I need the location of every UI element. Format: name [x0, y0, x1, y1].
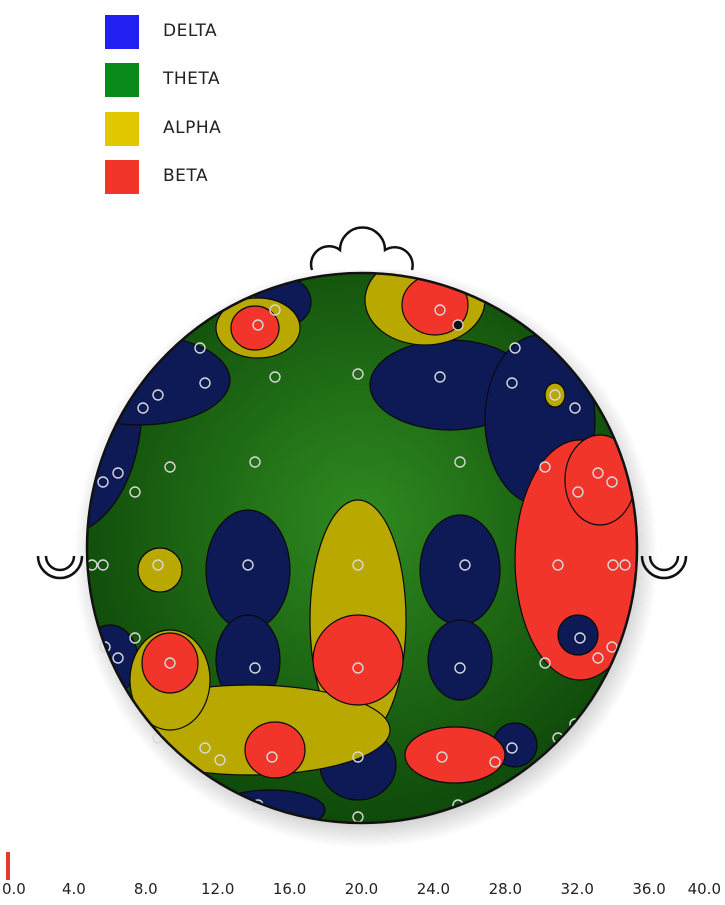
legend-label-delta: DELTA — [163, 21, 218, 41]
electrode — [569, 402, 581, 414]
region-beta — [230, 305, 280, 351]
scale-tick-label: 32.0 — [560, 880, 594, 898]
electrode — [506, 377, 518, 389]
electrode — [352, 559, 364, 571]
electrode — [552, 559, 564, 571]
region-delta — [427, 619, 493, 701]
region-delta — [557, 614, 599, 656]
scale-tick-label: 20.0 — [344, 880, 379, 898]
electrode — [436, 751, 448, 763]
electrode — [269, 304, 281, 316]
electrode — [199, 377, 211, 389]
electrode — [574, 632, 586, 644]
electrode — [97, 559, 109, 571]
electrode — [266, 751, 278, 763]
electrode — [214, 754, 226, 766]
legend-item-beta: BETA — [105, 160, 365, 200]
legend-swatch-beta — [105, 160, 139, 194]
electrode — [434, 304, 446, 316]
legend-swatch-alpha — [105, 112, 139, 146]
region-beta — [141, 632, 199, 694]
electrode — [607, 559, 619, 571]
electrode — [352, 662, 364, 674]
electrode — [569, 718, 581, 730]
electrode — [454, 662, 466, 674]
electrode — [249, 662, 261, 674]
electrode — [572, 486, 584, 498]
electrode — [434, 371, 446, 383]
scale-marker — [6, 852, 10, 880]
legend-item-delta: DELTA — [105, 15, 365, 55]
electrode — [152, 389, 164, 401]
electrode — [454, 456, 466, 468]
left-ear-icon — [36, 555, 84, 580]
region-beta — [244, 721, 306, 779]
electrode — [129, 632, 141, 644]
electrode — [164, 657, 176, 669]
scale-tick-label: 40.0 — [687, 880, 721, 898]
electrode — [459, 559, 471, 571]
electrode — [592, 652, 604, 664]
electrode — [242, 559, 254, 571]
scale-tick-label: 28.0 — [488, 880, 522, 898]
electrode — [549, 389, 561, 401]
scale-tick-label: 12.0 — [200, 880, 235, 898]
head-outline — [85, 271, 639, 825]
electrode — [489, 756, 501, 768]
electrode — [539, 657, 551, 669]
legend-label-alpha: ALPHA — [163, 118, 222, 138]
electrode — [352, 368, 364, 380]
electrode — [539, 461, 551, 473]
electrode — [129, 486, 141, 498]
frequency-scale: 0.0 4.0 8.0 12.0 16.0 20.0 24.0 28.0 32.0 36.0 40.… — [0, 880, 725, 902]
electrode — [194, 342, 206, 354]
electrode — [112, 652, 124, 664]
electrode — [164, 461, 176, 473]
electrode — [352, 751, 364, 763]
scale-tick-label: 24.0 — [416, 880, 451, 898]
electrodes — [86, 304, 631, 823]
reference-electrode — [452, 319, 464, 331]
region-beta — [404, 726, 506, 784]
region-delta — [419, 514, 501, 626]
nose-icon — [309, 226, 414, 271]
legend-item-alpha: ALPHA — [105, 112, 365, 152]
electrode — [606, 641, 618, 653]
region-beta — [312, 614, 404, 706]
electrode — [152, 559, 164, 571]
electrode — [592, 467, 604, 479]
legend-label-beta: BETA — [163, 166, 209, 186]
electrode — [249, 456, 261, 468]
electrode — [112, 467, 124, 479]
legend-label-theta: THETA — [163, 69, 221, 89]
electrode — [252, 319, 264, 331]
right-ear-icon — [640, 555, 688, 580]
electrode — [506, 742, 518, 754]
electrode — [97, 476, 109, 488]
electrode — [552, 732, 564, 744]
legend-swatch-theta — [105, 63, 139, 97]
electrode — [509, 342, 521, 354]
electrode — [606, 476, 618, 488]
electrode — [99, 641, 111, 653]
electrode — [199, 742, 211, 754]
scale-tick-label: 16.0 — [272, 880, 307, 898]
scale-tick-label: 36.0 — [632, 880, 666, 898]
scale-tick-label: 8.0 — [133, 880, 158, 898]
electrode — [137, 402, 149, 414]
legend-item-theta: THETA — [105, 63, 365, 103]
region-alpha — [544, 382, 566, 408]
electrode — [269, 371, 281, 383]
scale-tick-label: 0.0 — [2, 880, 26, 898]
legend-swatch-delta — [105, 15, 139, 49]
electrode — [619, 559, 631, 571]
scale-tick-label: 4.0 — [61, 880, 86, 898]
